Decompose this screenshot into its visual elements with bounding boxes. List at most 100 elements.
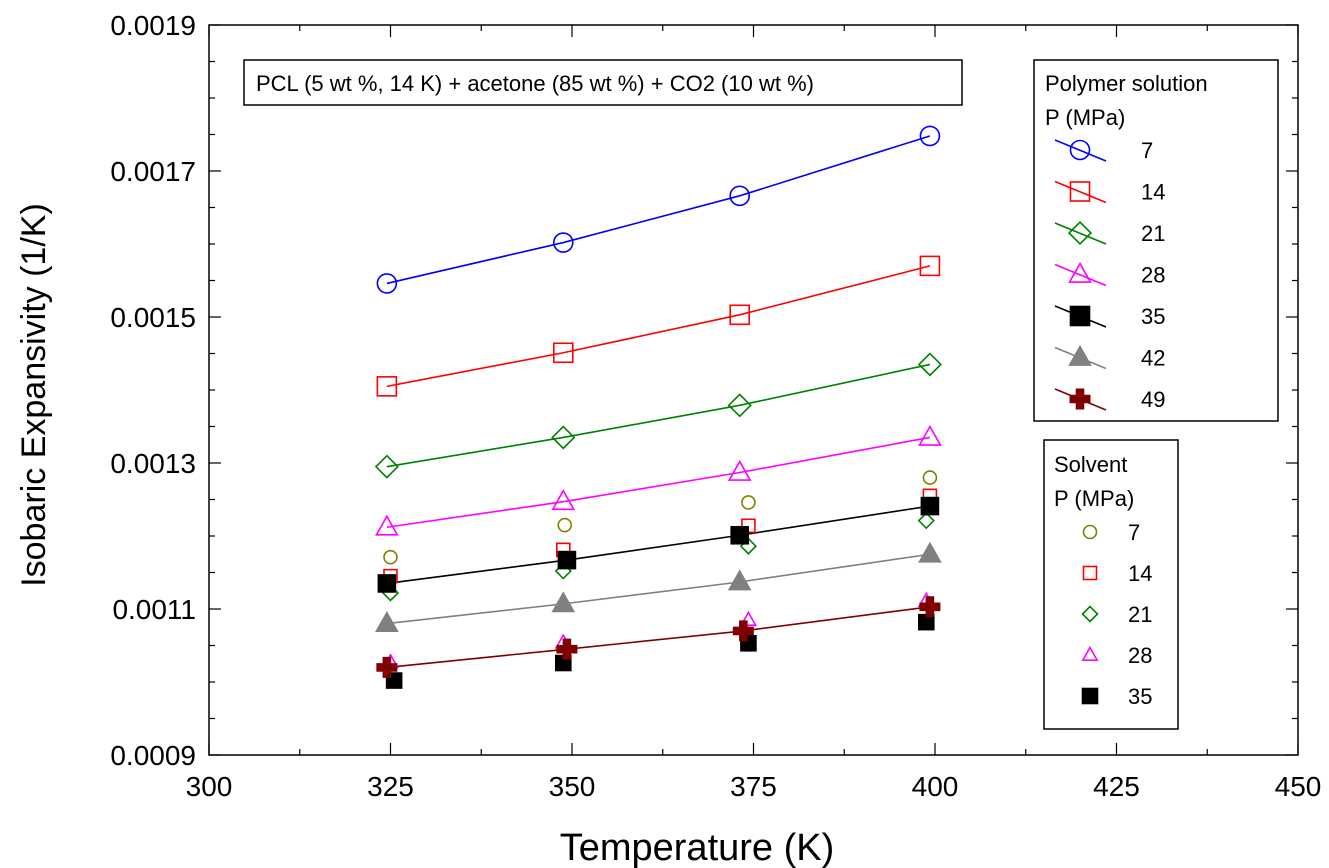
legend-solvent-item: 7	[1082, 520, 1140, 545]
legend-polymer-item: 42	[1054, 344, 1165, 371]
x-tick-label: 400	[912, 771, 959, 802]
polymer-point-7	[552, 232, 574, 253]
legend-marker	[1082, 524, 1098, 540]
y-axis-label: Isobaric Expansivity (1/K)	[15, 203, 53, 587]
legend-polymer-item: 49	[1054, 387, 1165, 412]
y-tick-label: 0.0015	[110, 302, 196, 333]
x-tick-label: 450	[1275, 771, 1322, 802]
polymer-point-21	[374, 454, 399, 479]
legend-solvent-title: Solvent	[1054, 452, 1127, 477]
polymer-point-35	[377, 574, 397, 593]
legend-polymer-label: 49	[1141, 387, 1165, 412]
legend-solvent-label: 21	[1128, 602, 1152, 627]
polymer-point-14	[552, 342, 574, 364]
legend-marker	[1081, 605, 1099, 623]
polymer-point-28	[918, 424, 942, 446]
legend-polymer-subtitle: P (MPa)	[1045, 105, 1125, 130]
legend-polymer-title: Polymer solution	[1045, 71, 1208, 96]
fit-line-polymer-35	[386, 505, 931, 585]
polymer-point-14	[376, 376, 398, 397]
annotation-text: PCL (5 wt %, 14 K) + acetone (85 wt %) +…	[256, 71, 814, 96]
fit-line-polymer-21	[386, 363, 931, 468]
fit-line-polymer-14	[386, 265, 931, 388]
legend-marker	[1068, 344, 1092, 366]
polymer-point-28	[727, 459, 752, 481]
polymer-point-21	[727, 393, 752, 418]
polymer-point-49	[732, 620, 754, 642]
polymer-point-49	[376, 656, 398, 678]
legend-polymer-label: 21	[1141, 221, 1165, 246]
polymer-point-35	[557, 550, 577, 570]
fit-lines	[386, 135, 931, 669]
x-tick-label: 375	[730, 771, 777, 802]
polymer-point-7	[919, 125, 941, 147]
x-tick-label: 425	[1093, 771, 1140, 802]
legend-line	[1054, 139, 1107, 162]
solvent-point-7	[383, 549, 398, 565]
solvent-point-28	[739, 610, 757, 626]
polymer-point-14	[919, 255, 941, 277]
legend-marker	[1069, 305, 1091, 327]
polymer-point-49	[556, 638, 578, 660]
x-tick-label: 350	[549, 771, 596, 802]
legend-solvent-item: 14	[1082, 561, 1152, 586]
polymer-point-42	[727, 569, 752, 591]
polymer-point-7	[376, 273, 398, 294]
solvent-point-7	[922, 470, 938, 485]
legend-line	[1054, 263, 1107, 287]
solvent-point-7	[557, 517, 573, 533]
legend-polymer-item: 35	[1054, 304, 1165, 329]
solvent-point-21	[917, 512, 935, 530]
annotation-box: PCL (5 wt %, 14 K) + acetone (85 wt %) +…	[243, 59, 963, 106]
legend-solvent-label: 35	[1128, 684, 1152, 709]
polymer-point-7	[729, 185, 751, 207]
legend-solvent-subtitle: P (MPa)	[1054, 486, 1134, 511]
fit-line-polymer-7	[386, 135, 931, 285]
y-tick-label: 0.0019	[110, 10, 196, 41]
legend-solvent-item: 35	[1081, 684, 1152, 709]
legend-polymer: Polymer solution P (MPa) 7 14 21 28 35 42 49	[1033, 59, 1279, 422]
legend-solvent-label: 28	[1128, 643, 1152, 668]
polymer-point-42	[375, 611, 399, 633]
legend-polymer-item: 21	[1054, 220, 1165, 246]
solvent-point-7	[741, 495, 756, 510]
data-points	[374, 125, 942, 689]
axis-ticks: 300 325 350 375 400 425 450 0.0009 0.0011 0.0013 0…	[110, 10, 1321, 802]
legend-polymer-item: 7	[1054, 138, 1153, 163]
polymer-point-21	[917, 352, 942, 377]
legend-polymer-label: 42	[1141, 346, 1165, 371]
legend-polymer-item: 28	[1054, 261, 1165, 288]
polymer-point-42	[551, 591, 576, 613]
x-axis-label: Temperature (K)	[560, 827, 835, 868]
x-tick-label: 325	[367, 771, 414, 802]
polymer-point-49	[919, 596, 941, 618]
x-tick-label: 300	[186, 771, 233, 802]
legend-line	[1054, 222, 1107, 245]
legend-polymer-label: 14	[1141, 180, 1165, 205]
legend-marker	[1069, 139, 1091, 161]
fit-line-polymer-28	[386, 436, 931, 529]
legend-marker	[1067, 220, 1093, 246]
legend-solvent-item: 21	[1081, 602, 1152, 627]
polymer-point-28	[551, 489, 576, 511]
legend-polymer-item: 14	[1054, 180, 1165, 205]
polymer-point-42	[918, 541, 942, 563]
legend-marker	[1069, 181, 1091, 202]
y-tick-label: 0.0017	[110, 156, 196, 187]
legend-marker	[1081, 687, 1099, 705]
y-tick-label: 0.0009	[110, 740, 196, 771]
legend-solvent-item: 28	[1081, 643, 1152, 668]
legend-polymer-label: 28	[1141, 263, 1165, 288]
legend-marker	[1069, 388, 1091, 410]
legend-polymer-label: 7	[1141, 138, 1153, 163]
polymer-point-35	[920, 496, 940, 516]
legend-marker	[1081, 645, 1099, 662]
legend-marker	[1068, 261, 1092, 283]
legend-polymer-label: 35	[1141, 304, 1165, 329]
fit-line-polymer-42	[386, 553, 931, 625]
legend-marker	[1082, 565, 1098, 581]
y-tick-label: 0.0011	[112, 594, 196, 625]
y-tick-label: 0.0013	[110, 448, 196, 479]
polymer-point-35	[730, 525, 750, 545]
